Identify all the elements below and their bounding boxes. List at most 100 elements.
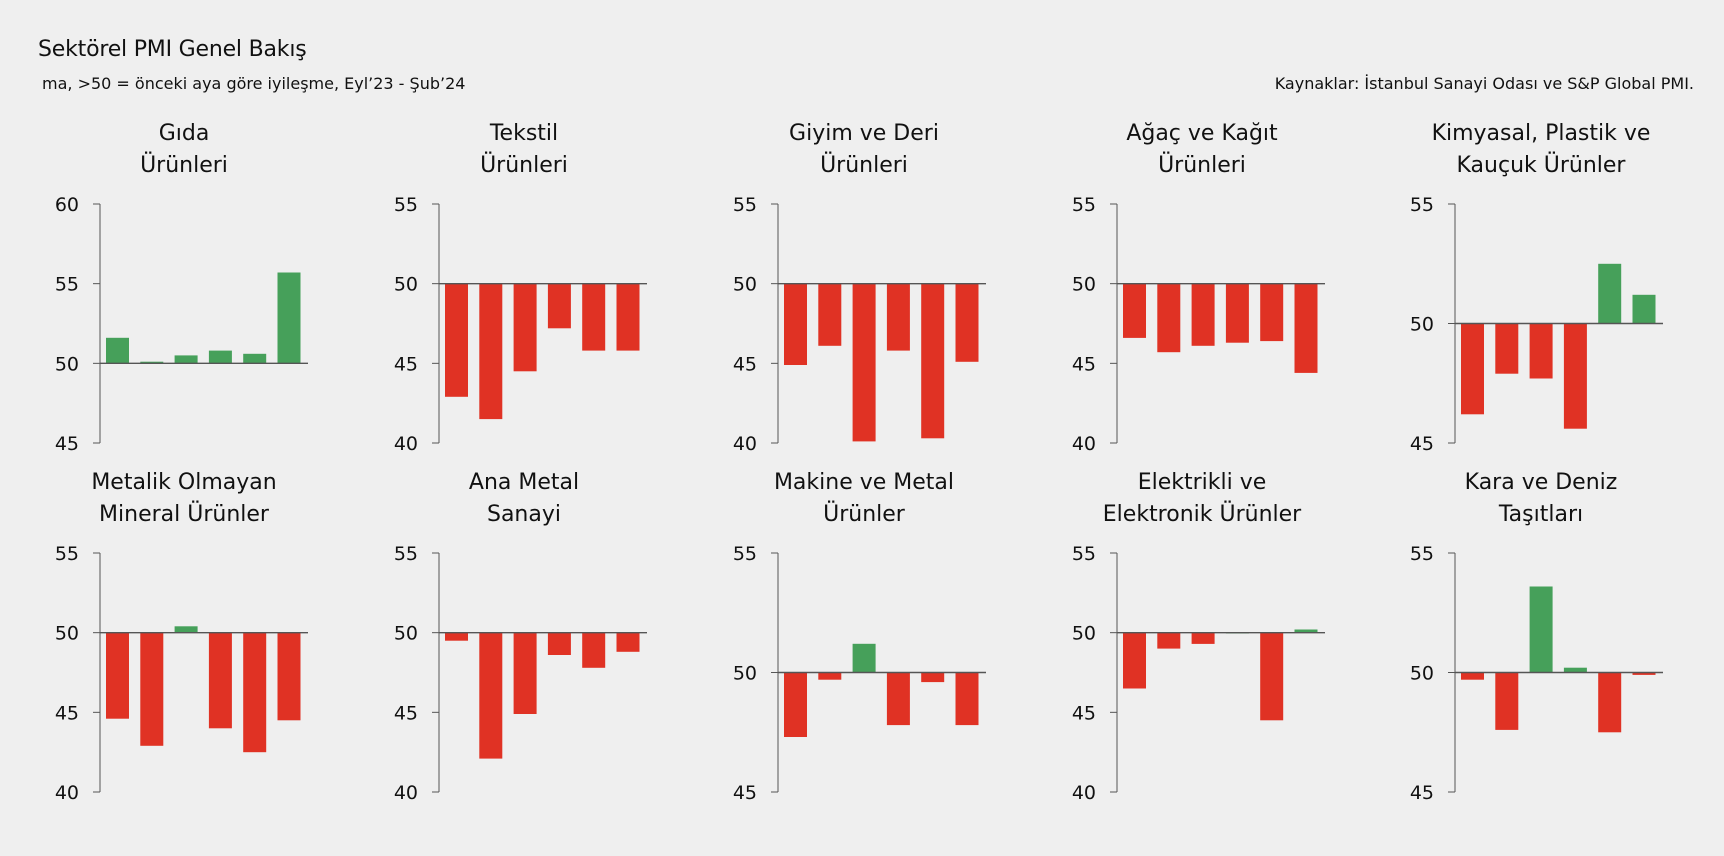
bar <box>1529 586 1553 673</box>
bar <box>1563 323 1587 429</box>
y-tick-label: 50 <box>1072 274 1096 296</box>
y-tick-label: 50 <box>1410 314 1434 336</box>
chart-7: Ana Metal Sanayi 40 45 50 55 <box>394 470 647 804</box>
bar <box>1260 283 1284 342</box>
y-tick-label: 50 <box>394 623 418 645</box>
chart-title-line: Kimyasal, Plastik ve <box>1432 121 1651 146</box>
bar <box>1632 294 1656 324</box>
bar <box>1123 283 1146 338</box>
bar <box>140 361 164 364</box>
bar <box>921 283 945 439</box>
y-tick-label: 55 <box>55 274 79 296</box>
y-tick-label: 55 <box>1072 543 1096 565</box>
bar <box>1294 283 1318 373</box>
y-tick-label: 45 <box>55 702 79 724</box>
chart-title-line: Gıda <box>159 121 210 146</box>
y-tick-label: 50 <box>1410 663 1434 685</box>
bar <box>106 337 129 364</box>
bar <box>513 283 537 372</box>
chart-title-line: Ana Metal <box>469 470 579 495</box>
y-tick-label: 40 <box>733 433 757 455</box>
y-tick-label: 55 <box>394 194 418 216</box>
chart-title-line: Giyim ve Deri <box>789 121 939 146</box>
chart-title-line: Makine ve Metal <box>774 470 954 495</box>
bar <box>616 632 640 652</box>
bar <box>1461 323 1484 415</box>
bar <box>140 632 164 746</box>
y-tick-label: 40 <box>1072 433 1096 455</box>
chart-title-line: Ürünleri <box>480 152 568 178</box>
bar <box>955 283 979 362</box>
y-tick-label: 40 <box>1072 782 1096 804</box>
bar <box>1225 283 1249 343</box>
bar <box>852 283 876 442</box>
chart-4: Ağaç ve Kağıt Ürünleri 40 45 50 55 <box>1072 121 1325 455</box>
y-tick-label: 50 <box>55 623 79 645</box>
chart-2: Tekstil Ürünleri 40 45 50 55 <box>394 121 647 455</box>
chart-title-line: Tekstil <box>489 121 558 146</box>
bar <box>106 632 129 719</box>
bar <box>784 283 807 365</box>
bar <box>886 672 910 726</box>
chart-title-line: Ürünler <box>823 501 906 527</box>
bar <box>277 272 301 364</box>
chart-6: Metalik Olmayan Mineral Ürünler 40 45 50 55 <box>55 470 308 804</box>
page-subtitle: ma, >50 = önceki aya göre iyileşme, Eyl’… <box>42 74 466 93</box>
bar <box>1529 323 1553 379</box>
chart-8: Makine ve Metal Ürünler 45 50 55 <box>733 470 986 804</box>
chart-title-line: Ürünleri <box>140 152 228 178</box>
bar <box>1598 263 1622 324</box>
bar <box>1123 632 1146 689</box>
bar <box>445 283 468 397</box>
y-tick-label: 50 <box>733 274 757 296</box>
bar <box>1495 323 1519 374</box>
y-tick-label: 45 <box>733 353 757 375</box>
bar <box>208 632 232 729</box>
y-tick-label: 45 <box>394 353 418 375</box>
chart-1: Gıda Ürünleri 45 50 55 60 <box>55 121 308 455</box>
chart-title-line: Mineral Ürünler <box>99 501 270 527</box>
bar <box>513 632 537 714</box>
bar <box>277 632 301 721</box>
chart-title-line: Taşıtları <box>1498 502 1583 527</box>
y-tick-label: 55 <box>394 543 418 565</box>
y-tick-label: 60 <box>55 194 79 216</box>
y-tick-label: 45 <box>55 433 79 455</box>
y-tick-label: 55 <box>1072 194 1096 216</box>
y-tick-label: 40 <box>394 782 418 804</box>
bar <box>1495 672 1519 730</box>
bar <box>1294 629 1318 633</box>
bar <box>852 643 876 673</box>
chart-title-line: Metalik Olmayan <box>91 470 276 495</box>
bar <box>243 632 267 753</box>
y-tick-label: 55 <box>1410 543 1434 565</box>
chart-3: Giyim ve Deri Ürünleri 40 45 50 55 <box>733 121 986 455</box>
chart-title-line: Ağaç ve Kağıt <box>1126 121 1278 146</box>
y-tick-label: 55 <box>733 543 757 565</box>
y-tick-label: 50 <box>1072 623 1096 645</box>
y-tick-label: 50 <box>55 353 79 375</box>
bar <box>582 632 606 668</box>
chart-title-line: Elektronik Ürünler <box>1103 501 1302 527</box>
y-tick-label: 40 <box>55 782 79 804</box>
bar <box>479 632 503 759</box>
chart-title-line: Sanayi <box>487 502 561 527</box>
y-tick-label: 50 <box>394 274 418 296</box>
bar <box>1563 667 1587 673</box>
y-tick-label: 50 <box>733 663 757 685</box>
y-tick-label: 45 <box>1410 782 1434 804</box>
bar <box>818 283 842 346</box>
bar <box>955 672 979 726</box>
bar <box>616 283 640 351</box>
chart-title-line: Elektrikli ve <box>1138 470 1267 495</box>
chart-title-line: Kauçuk Ürünler <box>1457 152 1627 178</box>
bar <box>1191 283 1215 346</box>
chart-5: Kimyasal, Plastik ve Kauçuk Ürünler 45 50 55 <box>1410 121 1663 455</box>
y-tick-label: 40 <box>394 433 418 455</box>
bar <box>479 283 503 420</box>
y-tick-label: 55 <box>733 194 757 216</box>
bar <box>1157 283 1181 353</box>
bar <box>174 626 198 633</box>
y-tick-label: 45 <box>1410 433 1434 455</box>
